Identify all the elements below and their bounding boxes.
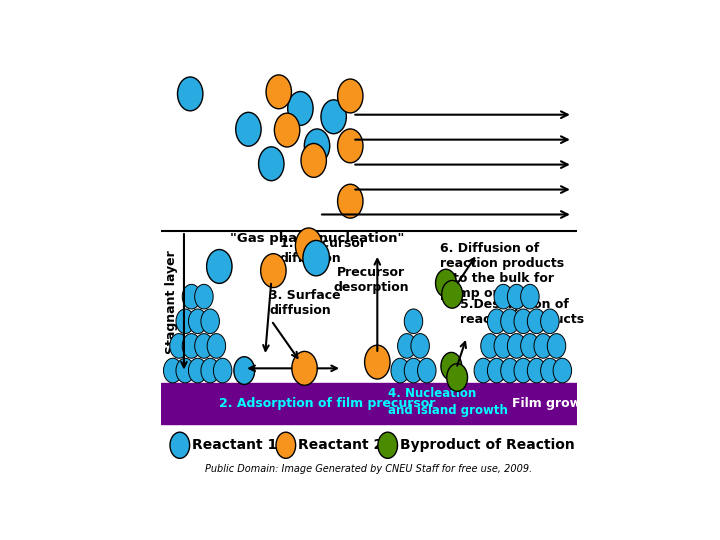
Ellipse shape [411,334,429,358]
Text: Reactant 1: Reactant 1 [192,438,277,453]
Ellipse shape [182,285,201,309]
Ellipse shape [487,309,506,334]
Bar [161,383,577,424]
Ellipse shape [553,358,572,383]
Text: 6. Diffusion of
reaction products
into the bulk for
pump out: 6. Diffusion of reaction products into t… [440,241,564,300]
Ellipse shape [338,79,363,113]
Ellipse shape [194,285,213,309]
Ellipse shape [201,309,220,334]
Ellipse shape [274,113,300,147]
Ellipse shape [178,77,203,111]
Ellipse shape [170,432,189,458]
Ellipse shape [170,334,188,358]
Ellipse shape [207,334,225,358]
Ellipse shape [514,358,533,383]
Ellipse shape [176,358,194,383]
Ellipse shape [213,358,232,383]
Ellipse shape [442,280,462,308]
Ellipse shape [547,334,566,358]
Ellipse shape [378,432,397,458]
Ellipse shape [276,432,296,458]
Ellipse shape [404,309,423,334]
Ellipse shape [338,184,363,218]
Ellipse shape [364,345,390,379]
Ellipse shape [163,358,182,383]
Ellipse shape [487,358,506,383]
Ellipse shape [301,144,326,177]
Ellipse shape [266,75,292,109]
Ellipse shape [494,285,513,309]
Ellipse shape [321,100,346,134]
Text: Stagnant layer: Stagnant layer [165,250,178,354]
Ellipse shape [521,334,539,358]
Text: 2. Adsorption of film precursor: 2. Adsorption of film precursor [220,397,436,410]
Ellipse shape [176,309,194,334]
Ellipse shape [397,334,416,358]
Ellipse shape [527,309,546,334]
Ellipse shape [303,240,330,276]
Text: 5.Desorption of
reaction products: 5.Desorption of reaction products [461,298,585,326]
Ellipse shape [194,334,213,358]
Ellipse shape [201,358,220,383]
Ellipse shape [288,91,313,125]
Text: Public Domain: Image Generated by CNEU Staff for free use, 2009.: Public Domain: Image Generated by CNEU S… [205,464,533,474]
Ellipse shape [235,112,261,146]
Ellipse shape [446,363,467,392]
Ellipse shape [189,358,207,383]
Text: and island growth: and island growth [387,404,508,417]
Ellipse shape [500,358,519,383]
Text: Film growth: Film growth [513,397,596,410]
Text: Byproduct of Reaction: Byproduct of Reaction [400,438,575,453]
Ellipse shape [514,309,533,334]
Text: Reactant 2: Reactant 2 [298,438,384,453]
Text: 3. Surface
diffusion: 3. Surface diffusion [269,289,341,318]
Ellipse shape [258,147,284,181]
Ellipse shape [521,285,539,309]
Ellipse shape [508,285,526,309]
Ellipse shape [534,334,552,358]
Ellipse shape [541,358,559,383]
Ellipse shape [418,358,436,383]
Text: "Gas phase nucleation": "Gas phase nucleation" [230,232,404,245]
Text: 1. Precursor
diffusion: 1. Precursor diffusion [279,237,366,265]
Ellipse shape [338,129,363,163]
Ellipse shape [436,269,456,297]
Ellipse shape [295,228,322,264]
Ellipse shape [441,353,462,380]
Ellipse shape [261,254,286,288]
Ellipse shape [404,358,423,383]
Ellipse shape [500,309,519,334]
Text: Precursor
desorption: Precursor desorption [333,266,409,294]
Ellipse shape [391,358,410,383]
Text: 4. Nucleation: 4. Nucleation [387,387,476,401]
Ellipse shape [508,334,526,358]
Ellipse shape [234,357,255,384]
Ellipse shape [541,309,559,334]
Ellipse shape [182,334,201,358]
Ellipse shape [474,358,492,383]
Ellipse shape [292,352,318,385]
Ellipse shape [207,249,232,284]
Ellipse shape [494,334,513,358]
Ellipse shape [189,309,207,334]
Ellipse shape [305,129,330,163]
Ellipse shape [481,334,499,358]
Ellipse shape [527,358,546,383]
